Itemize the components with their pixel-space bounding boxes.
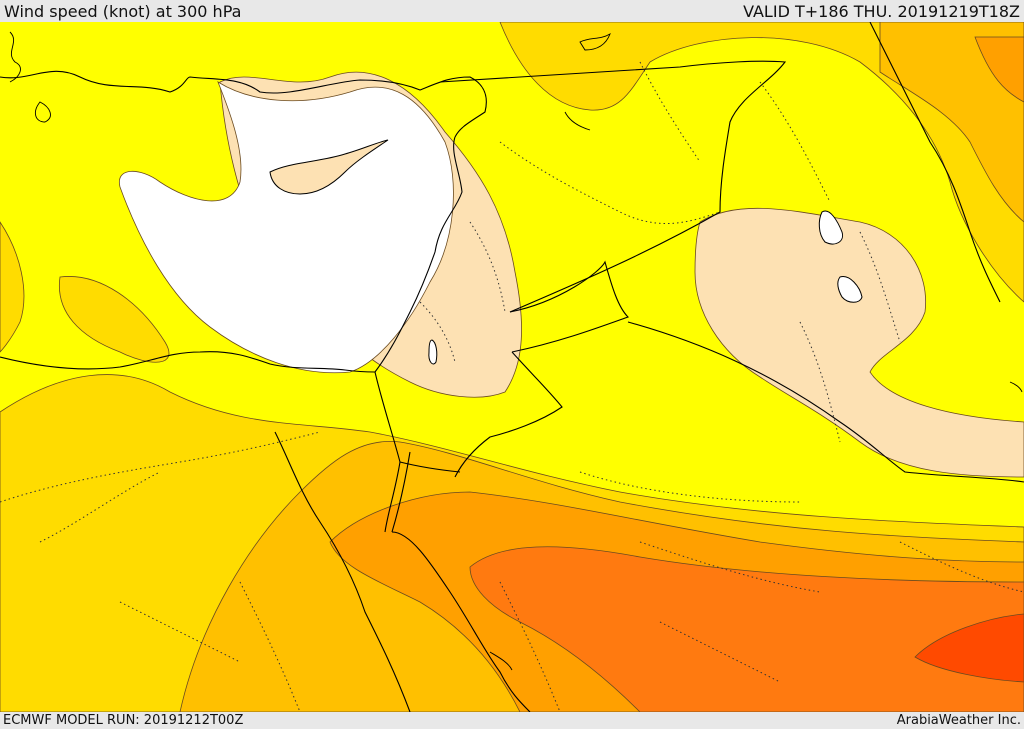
valid-time: VALID T+186 THU. 20191219T18Z [743,1,1020,21]
band-cream-east [694,207,1024,478]
header-bar: Wind speed (knot) at 300 hPa VALID T+186… [0,0,1024,22]
lake-tharthar [818,210,844,245]
map-canvas [0,22,1024,712]
band-gold-west-lobe [0,221,25,353]
band-gold-mid-lobe [58,276,170,363]
wind-speed-map[interactable] [0,22,1024,712]
band-amber-northeast [879,22,1024,223]
lake-habbaniyah [837,276,863,303]
coastlines [0,22,1024,712]
model-run: ECMWF MODEL RUN: 20191212T00Z [3,713,244,728]
admin-boundaries [0,61,1024,712]
band-darkorange-south [469,546,1024,712]
credit: ArabiaWeather Inc. [896,713,1021,728]
dead-sea [428,339,438,365]
footer-bar: ECMWF MODEL RUN: 20191212T00Z ArabiaWeat… [0,712,1024,729]
band-white-minimum [118,81,454,374]
map-title: Wind speed (knot) at 300 hPa [4,1,242,21]
band-redorange-core [914,613,1024,683]
islands [9,31,1023,671]
cyprus-island [269,139,389,195]
